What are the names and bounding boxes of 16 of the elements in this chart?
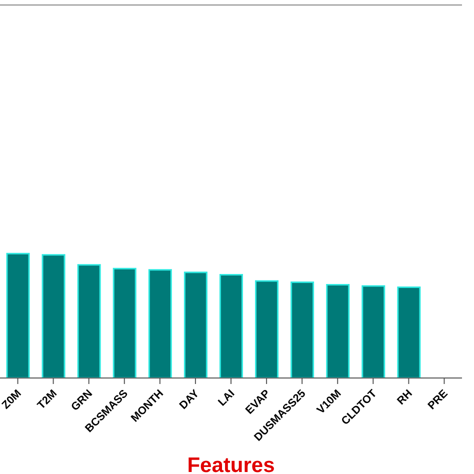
bar [326, 284, 350, 378]
bar [6, 252, 30, 378]
bar [219, 274, 243, 378]
bar [42, 254, 66, 378]
bar [112, 268, 136, 378]
x-tick-label: T2M [35, 388, 60, 412]
bar [148, 269, 172, 378]
bar [77, 264, 101, 378]
x-axis-title: Features [187, 454, 275, 474]
bar [184, 272, 208, 378]
bar [255, 280, 279, 378]
bar [397, 286, 421, 378]
x-tick-label: LAI [216, 388, 238, 409]
bar [290, 282, 314, 378]
bar [362, 285, 386, 378]
x-tick-label: RH [395, 388, 415, 408]
